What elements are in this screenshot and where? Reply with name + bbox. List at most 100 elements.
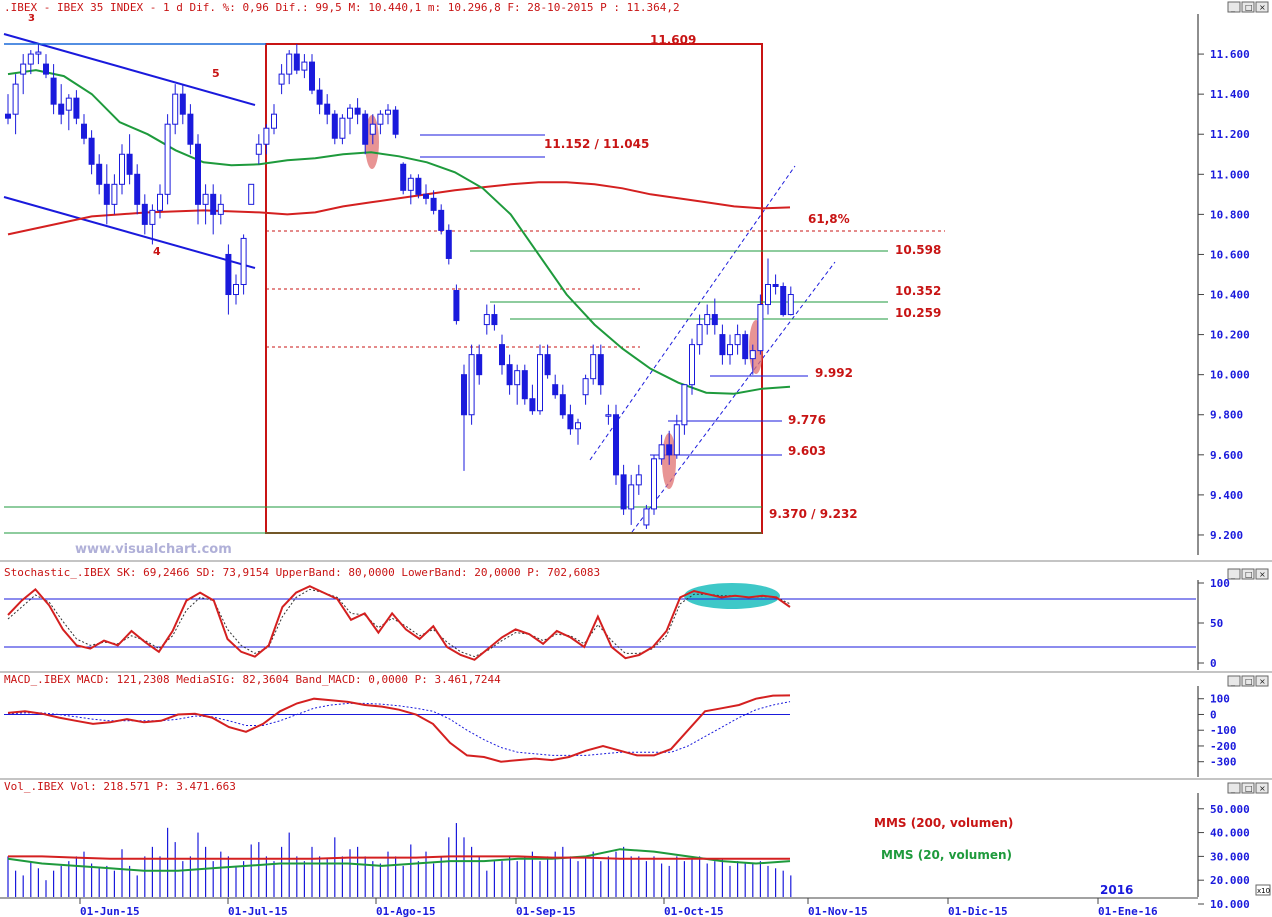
window-button	[1227, 1, 1241, 13]
candle	[605, 414, 612, 417]
candle	[50, 77, 57, 105]
window-button	[1255, 1, 1269, 13]
candle	[20, 63, 27, 75]
x-tick-label: 01-Oct-15	[664, 905, 724, 917]
price-y-tick-label: 11.400	[1210, 88, 1250, 101]
candle	[552, 384, 559, 396]
candle	[369, 123, 376, 135]
candle	[263, 127, 270, 145]
scale-button[interactable]	[1255, 884, 1271, 896]
candle	[613, 414, 619, 476]
candle	[187, 113, 194, 145]
stoch-y-tick-label: 0	[1210, 657, 1217, 670]
legend-mms200: MMS (200, volumen)	[874, 816, 1013, 830]
candle	[309, 61, 315, 91]
candle	[757, 304, 764, 352]
price-y-tick-label: 9.200	[1210, 529, 1243, 542]
scale-button-label: x10	[1257, 887, 1270, 895]
window-button	[1241, 568, 1255, 580]
candle	[673, 424, 680, 456]
macd-y-tick-label: -200	[1210, 740, 1237, 753]
stochastic-y-axis: 100 50 0	[1198, 577, 1230, 670]
candle	[377, 113, 384, 125]
level-label-10352: 10.352	[895, 284, 941, 298]
price-y-tick-label: 9.800	[1210, 409, 1243, 422]
stochastic-window-controls[interactable]: _ □ ×	[1227, 568, 1269, 580]
macd-window-controls[interactable]: _ □ ×	[1227, 675, 1269, 687]
macd-y-tick-label: 100	[1210, 693, 1230, 706]
sma20-line	[7, 69, 791, 395]
candle	[430, 197, 437, 211]
candle	[620, 474, 627, 510]
window-button-glyph: ×	[1259, 3, 1266, 12]
candle	[316, 89, 323, 105]
candle	[278, 73, 285, 85]
candle	[567, 414, 574, 430]
candle	[772, 284, 779, 288]
candle	[286, 53, 293, 75]
candle	[331, 113, 338, 139]
window-button-glyph: □	[1245, 570, 1253, 579]
level-label-9776: 9.776	[788, 413, 826, 427]
volume-sma200-line	[8, 855, 790, 860]
candle	[225, 253, 232, 296]
candle	[666, 444, 673, 456]
fibonacci-lines	[266, 230, 945, 348]
candle	[704, 314, 711, 326]
stoch-d-line	[7, 588, 791, 658]
candle	[149, 209, 156, 225]
macd-header: MACD_.IBEX MACD: 121,2308 MediaSIG: 82,3…	[4, 673, 501, 686]
candle	[293, 53, 300, 71]
candle	[514, 370, 521, 386]
candle	[27, 53, 34, 65]
candle	[73, 97, 80, 119]
window-button	[1255, 782, 1269, 794]
candle	[134, 173, 141, 205]
candle	[301, 61, 308, 71]
watermark: www.visualchart.com	[75, 542, 232, 557]
candle	[483, 314, 490, 326]
candle	[765, 284, 771, 306]
wave-label-3: 3	[28, 13, 35, 24]
volume-sma20-line	[7, 848, 791, 872]
window-button-glyph: _	[1230, 677, 1236, 686]
candle	[529, 398, 536, 412]
x-tick-label: 01-Jun-15	[80, 905, 140, 917]
price-y-tick-label: 10.200	[1210, 329, 1250, 342]
candle	[392, 109, 399, 135]
window-button-glyph: □	[1245, 784, 1253, 793]
candles	[5, 44, 794, 529]
volume-y-tick-label: 30.000	[1210, 850, 1250, 863]
candle	[81, 123, 87, 139]
candle	[597, 354, 604, 386]
volume-window-controls[interactable]: _ □ ×	[1227, 782, 1269, 794]
candle	[5, 113, 11, 119]
window-button	[1227, 675, 1241, 687]
candle	[658, 444, 665, 460]
volume-y-tick-label: 20.000	[1210, 874, 1250, 887]
candle	[537, 354, 543, 412]
candle	[400, 163, 407, 191]
window-button-glyph: □	[1245, 677, 1253, 686]
price-window-controls[interactable]: _ □ ×	[1227, 1, 1269, 13]
candle	[58, 103, 65, 115]
candle	[749, 350, 756, 360]
candle	[734, 334, 741, 346]
candle	[202, 193, 209, 205]
level-label-9603: 9.603	[788, 444, 826, 458]
level-label-10259: 10.259	[895, 306, 941, 320]
candle	[12, 83, 19, 115]
candle	[179, 93, 186, 115]
macd-signal-line	[7, 701, 791, 756]
candle	[651, 458, 657, 510]
window-button-glyph: □	[1245, 3, 1253, 12]
level-label-9370-9232: 9.370 / 9.232	[769, 507, 858, 521]
stoch-k-line	[7, 585, 791, 661]
candle	[324, 103, 331, 115]
price-y-tick-label: 9.400	[1210, 489, 1243, 502]
x-axis: 01-Jun-15 01-Jul-15 01-Ago-15 01-Sep-15 01-O…	[79, 898, 1158, 917]
trend-channel	[3, 33, 256, 269]
candle	[742, 334, 749, 360]
macd-lines	[4, 694, 791, 763]
x-tick-label: 01-Jul-15	[228, 905, 288, 917]
